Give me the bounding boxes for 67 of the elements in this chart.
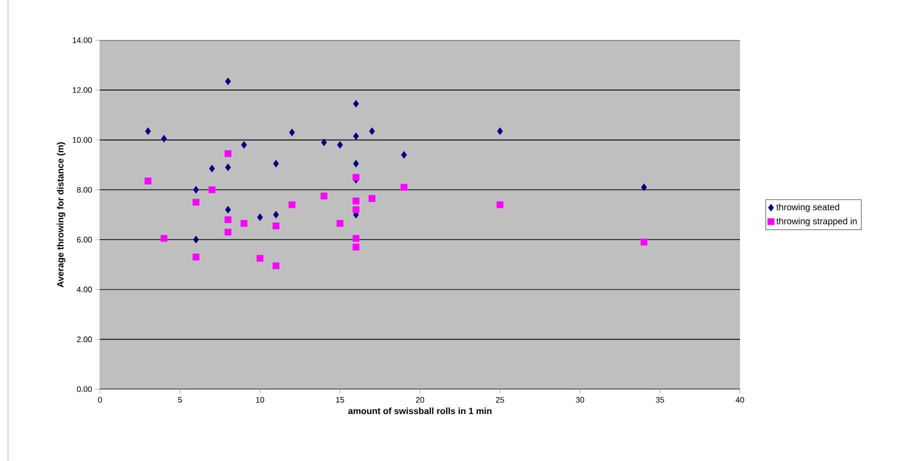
point [352,234,360,242]
y-axis-title: Average throwing for distance (m) [56,142,66,288]
point [272,262,280,270]
point [400,184,408,190]
point [497,127,503,135]
point [256,254,264,262]
point [225,206,231,214]
point [641,183,647,191]
x-tick-label: 25 [496,396,504,402]
point [161,134,167,142]
point [209,164,215,172]
point [144,177,152,184]
y-tick-label: 14.00 [72,37,92,43]
x-tick-label: 15 [336,396,344,402]
point [257,213,263,221]
point [352,244,360,250]
y-tick-label: 12.00 [72,87,92,93]
x-tick-label: 5 [178,396,182,402]
point [352,197,360,204]
x-tick-label: 30 [576,396,584,402]
point [640,238,648,246]
x-axis-title: amount of swissball rolls in 1 min [348,407,492,414]
point [273,210,279,218]
point [193,236,199,244]
x-tick-label: 20 [416,396,424,402]
point [225,163,231,171]
point [160,234,168,242]
x-tick-label: 10 [256,396,264,402]
point [240,220,248,227]
point [224,216,232,223]
x-tick-label: 40 [736,396,744,402]
point [353,100,359,108]
point [273,160,279,168]
point [368,194,376,202]
point [352,174,360,181]
legend-label: throwing seated [776,203,840,212]
point [193,186,199,194]
y-tick-label: 2.00 [77,336,92,342]
point [224,150,232,157]
point [337,140,343,149]
y-tick-label: 6.00 [77,236,92,242]
point [241,140,247,149]
point [289,128,295,136]
point [336,220,344,227]
point [353,160,359,168]
point [192,198,200,206]
point [496,201,504,208]
point [321,138,327,146]
point [320,192,328,200]
y-tick-label: 4.00 [76,286,92,292]
point [224,228,232,236]
x-tick-label: 0 [98,396,102,402]
point [208,186,216,193]
point [369,127,375,135]
point [272,222,280,230]
point [145,127,151,135]
legend-label: throwing strapped in [776,218,857,226]
point [401,150,407,158]
x-tick-label: 35 [656,396,664,402]
y-tick-label: 10.00 [72,136,92,143]
point [352,206,360,213]
y-tick-label: 0.00 [76,386,92,392]
y-tick-label: 8.00 [76,186,92,192]
point [225,77,231,85]
point [353,132,359,140]
point [288,201,296,208]
point [192,253,200,260]
